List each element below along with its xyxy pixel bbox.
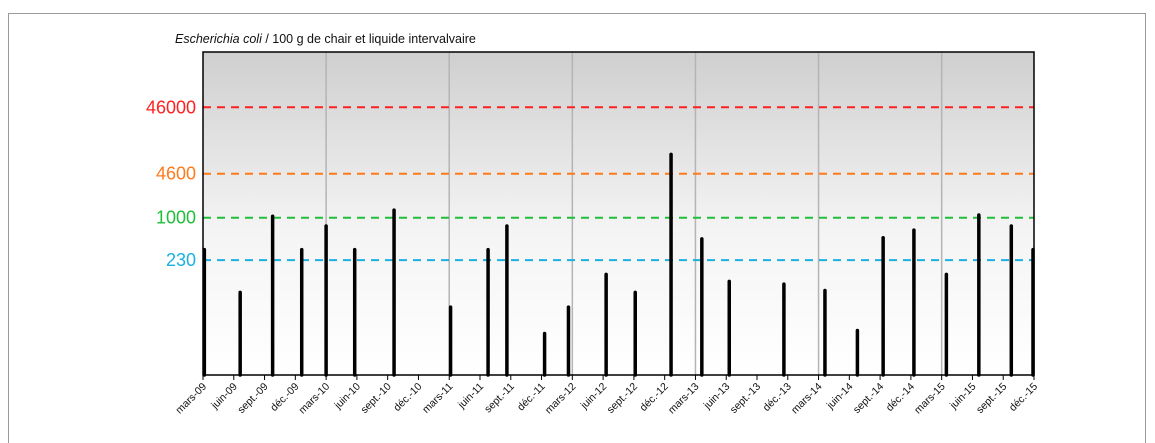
- x-tick-label-8: mars-11: [420, 381, 455, 416]
- plot-border: [202, 51, 1035, 376]
- x-tick-label-22: sept.-14: [851, 381, 886, 416]
- chart-title-unit: / 100 g de chair et liquide intervalvair…: [261, 32, 476, 46]
- x-tick-label-18: sept.-13: [728, 381, 763, 416]
- threshold-label-4600: 4600: [156, 164, 196, 184]
- x-tick-label-10: sept.-11: [482, 381, 517, 416]
- x-tick-label-4: mars-10: [297, 381, 333, 417]
- plot-background: [203, 52, 1034, 375]
- chart-frame: [8, 13, 1146, 443]
- x-tick-label-0: mars-09: [173, 381, 209, 417]
- chart-title-species: Escherichia coli: [175, 32, 262, 46]
- chart-title: Escherichia coli / 100 g de chair et liq…: [175, 32, 476, 46]
- threshold-label-230: 230: [166, 250, 196, 270]
- x-tick-label-24: mars-15: [912, 381, 948, 417]
- x-tick-label-14: sept.-12: [605, 381, 640, 416]
- x-tick-label-20: mars-14: [789, 381, 825, 417]
- x-tick-label-2: sept.-09: [235, 381, 270, 416]
- x-tick-label-27: déc.-15: [1007, 381, 1040, 414]
- threshold-label-46000: 46000: [146, 97, 196, 117]
- threshold-lines: 46000 4600 1000 230: [146, 97, 1034, 270]
- threshold-label-1000: 1000: [156, 208, 196, 228]
- year-gridlines: [325, 52, 943, 375]
- x-tick-label-7: déc.-10: [391, 381, 424, 414]
- x-tick-label-26: sept.-15: [974, 381, 1009, 416]
- x-tick-label-12: mars-12: [543, 381, 579, 417]
- bar-series: [202, 152, 1035, 377]
- x-tick-label-16: mars-13: [666, 381, 702, 417]
- x-tick-label-6: sept.-10: [358, 381, 393, 416]
